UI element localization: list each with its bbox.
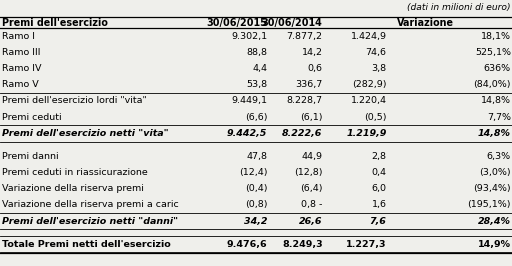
Text: (3,0%): (3,0%) [479, 168, 511, 177]
Text: Premi ceduti: Premi ceduti [2, 113, 61, 122]
Text: (93,4%): (93,4%) [474, 184, 511, 193]
Text: 8.228,7: 8.228,7 [287, 97, 323, 105]
Text: 9.442,5: 9.442,5 [227, 129, 267, 138]
Text: 30/06/2014: 30/06/2014 [262, 18, 323, 28]
Text: 0,6: 0,6 [308, 64, 323, 73]
Text: 7.877,2: 7.877,2 [287, 32, 323, 40]
Text: Variazione della riserva premi a caric: Variazione della riserva premi a caric [2, 201, 178, 209]
Text: 2,8: 2,8 [372, 152, 387, 161]
Text: Ramo III: Ramo III [2, 48, 40, 57]
Text: Premi danni: Premi danni [2, 152, 58, 161]
Text: (195,1%): (195,1%) [467, 201, 511, 209]
Text: 4,4: 4,4 [252, 64, 267, 73]
Text: 1.219,9: 1.219,9 [346, 129, 387, 138]
Text: 0,4: 0,4 [372, 168, 387, 177]
Text: 14,2: 14,2 [302, 48, 323, 57]
Text: Premi dell'esercizio lordi "vita": Premi dell'esercizio lordi "vita" [2, 97, 146, 105]
Text: 1,6: 1,6 [372, 201, 387, 209]
Text: Premi dell'esercizio netti "vita": Premi dell'esercizio netti "vita" [2, 129, 168, 138]
Text: 14,8%: 14,8% [478, 129, 511, 138]
Text: Premi ceduti in riassicurazione: Premi ceduti in riassicurazione [2, 168, 147, 177]
Text: 88,8: 88,8 [246, 48, 267, 57]
Text: (6,4): (6,4) [300, 184, 323, 193]
Text: Premi dell'esercizio netti "danni": Premi dell'esercizio netti "danni" [2, 217, 178, 226]
Text: 636%: 636% [484, 64, 511, 73]
Text: 1.227,3: 1.227,3 [346, 240, 387, 248]
Text: 1.220,4: 1.220,4 [351, 97, 387, 105]
Text: Ramo V: Ramo V [2, 80, 38, 89]
Text: Premi dell'esercizio: Premi dell'esercizio [2, 18, 108, 28]
Text: 6,0: 6,0 [372, 184, 387, 193]
Text: 14,8%: 14,8% [481, 97, 511, 105]
Text: 3,8: 3,8 [371, 64, 387, 73]
Text: (0,8): (0,8) [245, 201, 267, 209]
Text: 9.449,1: 9.449,1 [231, 97, 267, 105]
Text: 1.424,9: 1.424,9 [351, 32, 387, 40]
Text: 28,4%: 28,4% [478, 217, 511, 226]
Text: (0,5): (0,5) [364, 113, 387, 122]
Text: Ramo IV: Ramo IV [2, 64, 41, 73]
Text: (282,9): (282,9) [352, 80, 387, 89]
Text: 34,2: 34,2 [244, 217, 267, 226]
Text: Variazione della riserva premi: Variazione della riserva premi [2, 184, 143, 193]
Text: 9.302,1: 9.302,1 [231, 32, 267, 40]
Text: (6,1): (6,1) [300, 113, 323, 122]
Text: Variazione: Variazione [397, 18, 454, 28]
Text: 8.249,3: 8.249,3 [282, 240, 323, 248]
Text: (84,0%): (84,0%) [474, 80, 511, 89]
Text: 9.476,6: 9.476,6 [227, 240, 267, 248]
Text: 26,6: 26,6 [299, 217, 323, 226]
Text: (6,6): (6,6) [245, 113, 267, 122]
Text: 7,7%: 7,7% [487, 113, 511, 122]
Text: 6,3%: 6,3% [487, 152, 511, 161]
Text: 47,8: 47,8 [246, 152, 267, 161]
Text: 525,1%: 525,1% [475, 48, 511, 57]
Text: (dati in milioni di euro): (dati in milioni di euro) [408, 3, 511, 13]
Text: 8.222,6: 8.222,6 [282, 129, 323, 138]
Text: 18,1%: 18,1% [481, 32, 511, 40]
Text: (12,4): (12,4) [239, 168, 267, 177]
Text: 336,7: 336,7 [295, 80, 323, 89]
Text: 44,9: 44,9 [302, 152, 323, 161]
Text: 0,8 -: 0,8 - [301, 201, 323, 209]
Text: (12,8): (12,8) [294, 168, 323, 177]
Text: Ramo I: Ramo I [2, 32, 34, 40]
Text: 14,9%: 14,9% [478, 240, 511, 248]
Text: 74,6: 74,6 [366, 48, 387, 57]
Text: 7,6: 7,6 [370, 217, 387, 226]
Text: (0,4): (0,4) [245, 184, 267, 193]
Text: Totale Premi netti dell'esercizio: Totale Premi netti dell'esercizio [2, 240, 170, 248]
Text: 53,8: 53,8 [246, 80, 267, 89]
Text: 30/06/2015: 30/06/2015 [206, 18, 267, 28]
